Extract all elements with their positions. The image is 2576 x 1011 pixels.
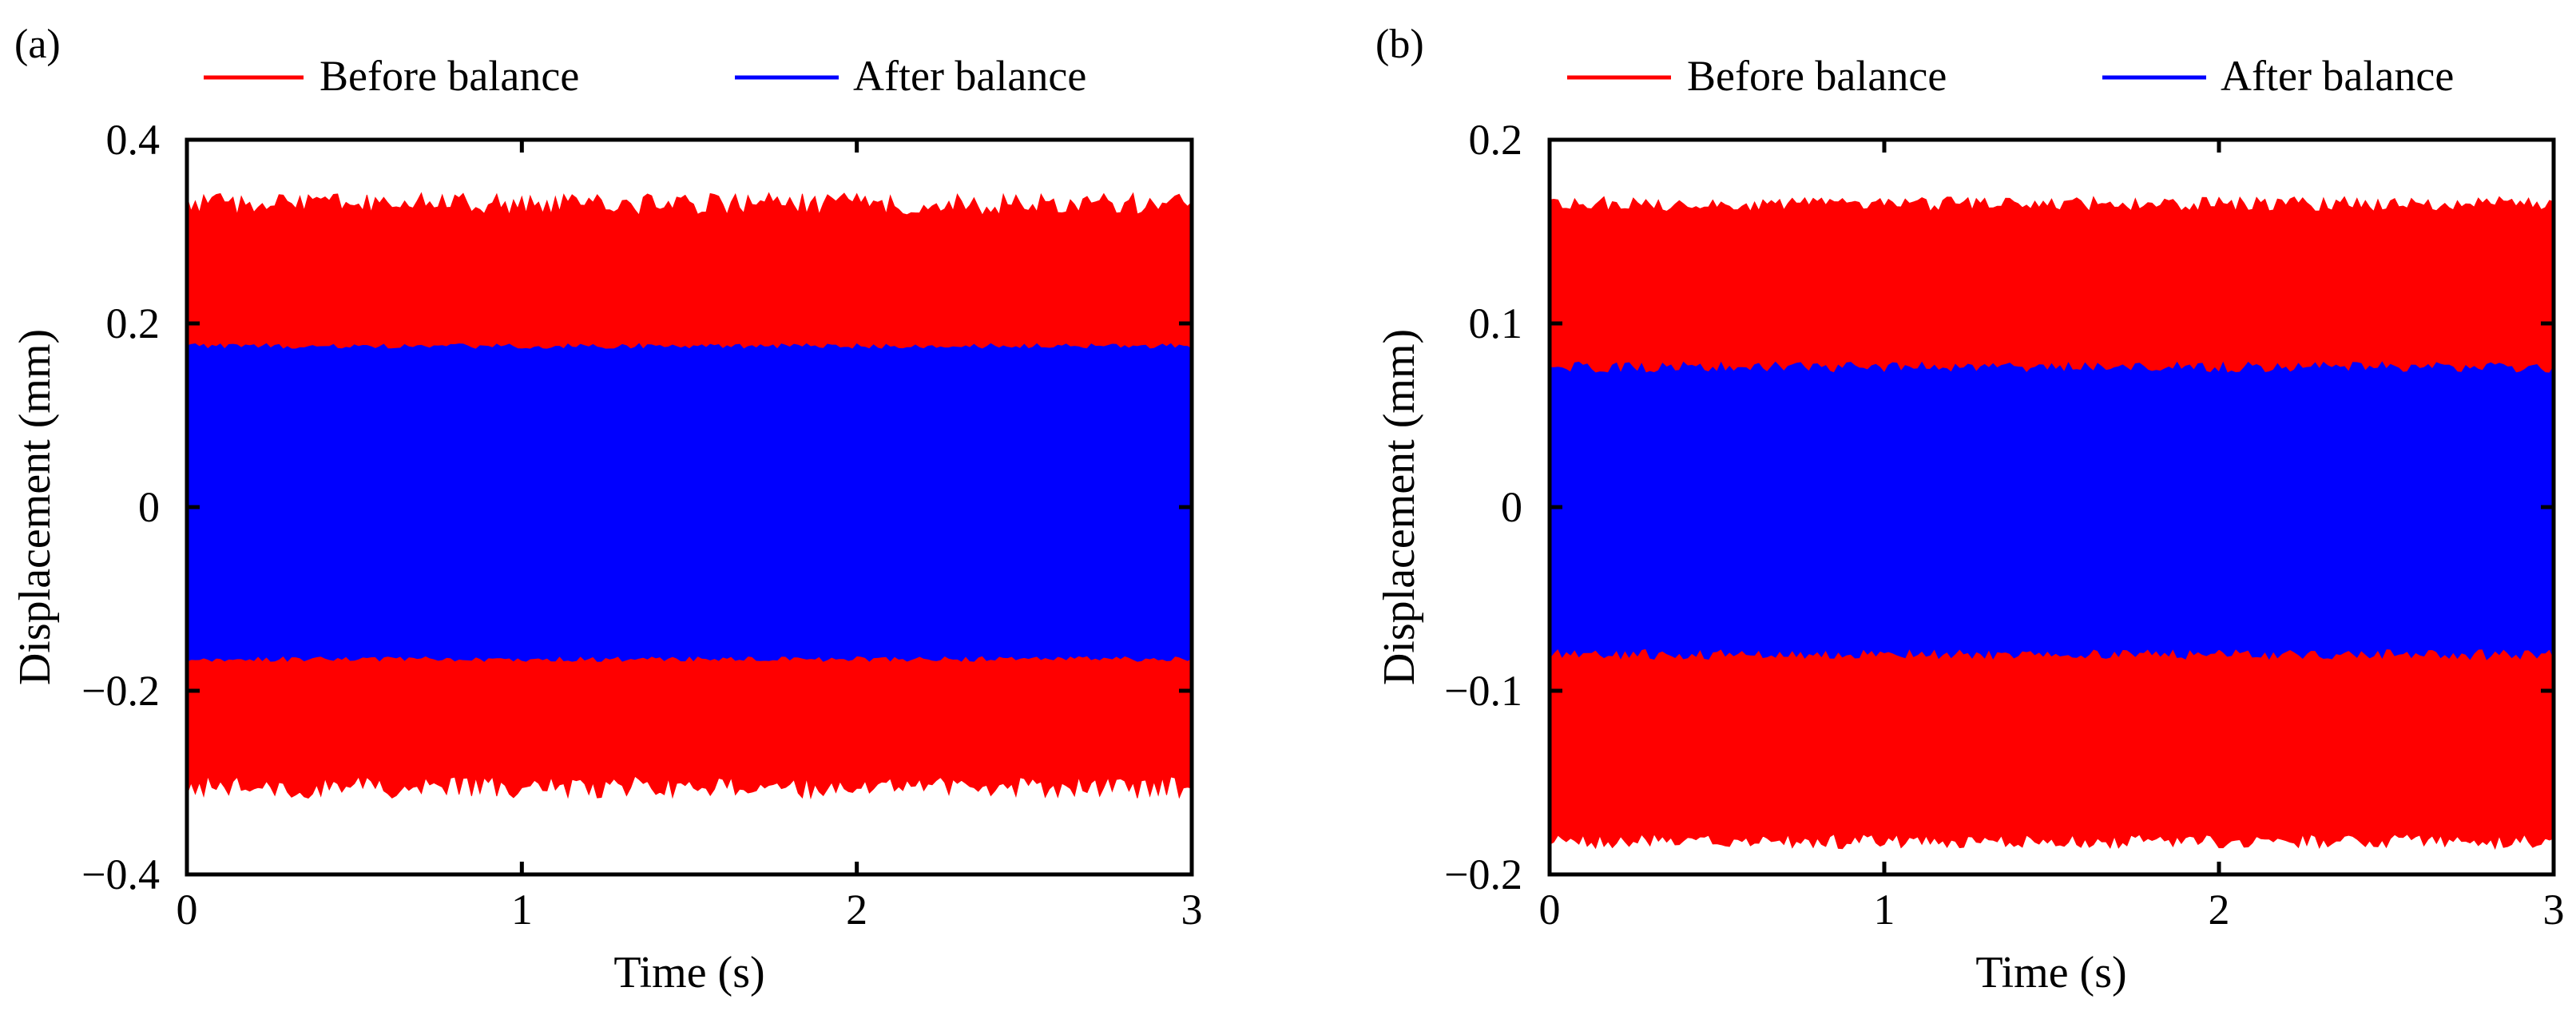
panel-a: (a) Before balance After balance 0 1 2 3 −0.… — [10, 22, 1203, 997]
y-tick-label-a: 0 — [138, 483, 160, 531]
plot-area-a — [186, 192, 1193, 800]
x-tick-label-b: 2 — [2209, 886, 2230, 934]
x-tick-label-a: 1 — [511, 886, 533, 934]
y-tick-label-a: 0.2 — [106, 299, 161, 347]
x-tick-label-b: 1 — [1874, 886, 1895, 934]
y-tick-label-a: −0.4 — [81, 850, 160, 898]
x-tick-label-b: 0 — [1539, 886, 1561, 934]
ticks-a: 0 1 2 3 −0.4 −0.2 0 0.2 0.4 — [81, 116, 1202, 934]
panel-b: (b) Before balance After balance 0 1 2 3 −0.… — [1288, 0, 2575, 1011]
x-tick-label-a: 0 — [177, 886, 198, 934]
x-tick-label-b: 3 — [2543, 886, 2565, 934]
ticks-b: 0 1 2 3 −0.2 −0.1 0 0.1 0.2 — [1444, 116, 2564, 934]
plot-area-b — [1549, 196, 2554, 850]
legend-label-after-a: After balance — [853, 52, 1086, 100]
y-tick-label-b: 0.2 — [1469, 116, 1523, 164]
x-axis-label-b: Time (s) — [1975, 948, 2126, 997]
series-band-a-after — [186, 343, 1193, 662]
legend-label-before-a: Before balance — [320, 52, 579, 100]
x-tick-label-a: 3 — [1181, 886, 1203, 934]
y-axis-label-b: Displacement (mm) — [1375, 329, 1424, 685]
y-tick-label-b: −0.1 — [1444, 667, 1522, 715]
chart-panel-b: (b) Before balance After balance 0 1 2 3 −0.… — [1375, 22, 2565, 997]
series-band-b-after — [1549, 361, 2554, 660]
x-axis-label-a: Time (s) — [613, 948, 764, 997]
y-axis-label-a: Displacement (mm) — [10, 329, 60, 685]
legend-a: Before balance After balance — [204, 52, 1086, 100]
legend-b: Before balance After balance — [1567, 52, 2454, 100]
legend-label-after-b: After balance — [2221, 52, 2454, 100]
legend-label-before-b: Before balance — [1687, 52, 1947, 100]
panel-label-a: (a) — [14, 22, 61, 67]
y-tick-label-b: −0.2 — [1444, 850, 1522, 898]
y-tick-label-a: 0.4 — [106, 116, 161, 164]
x-tick-label-a: 2 — [846, 886, 867, 934]
panel-label-b: (b) — [1375, 22, 1424, 67]
chart-panel-a: (a) Before balance After balance 0 1 2 3 −0.… — [10, 22, 1203, 997]
y-tick-label-b: 0.1 — [1469, 299, 1523, 347]
y-tick-label-a: −0.2 — [81, 667, 160, 715]
y-tick-label-b: 0 — [1501, 483, 1522, 531]
